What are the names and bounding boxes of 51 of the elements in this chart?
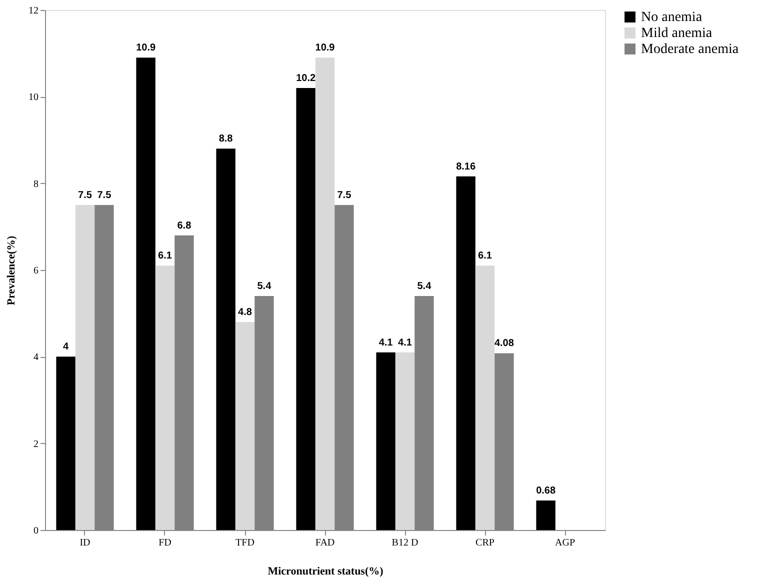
data-label: 6.1: [158, 250, 172, 262]
bar: [75, 205, 95, 530]
x-axis-title: Micronutrient status(%): [268, 566, 384, 578]
data-label: 5.4: [257, 281, 272, 292]
data-label: 4.1: [378, 337, 394, 348]
bar: [456, 176, 476, 530]
data-label: 4.1: [398, 337, 412, 348]
bar: [475, 266, 495, 530]
x-tick-label: B12 D: [392, 538, 418, 548]
y-tick-label: 4: [34, 352, 38, 364]
x-tick-label: FD: [158, 538, 172, 548]
y-tick-label: 2: [34, 438, 38, 450]
bar: [376, 352, 396, 530]
bar: [296, 88, 316, 530]
data-label: 8.16: [456, 161, 476, 172]
x-tick-label: FAD: [315, 538, 335, 548]
y-axis-title: Prevalence(%): [6, 235, 18, 306]
legend-label: Mild anemia: [641, 26, 713, 41]
data-label: 7.5: [337, 190, 352, 201]
data-label: 10.9: [136, 42, 156, 54]
y-tick-label: 8: [34, 178, 38, 190]
x-tick-label: AGP: [554, 538, 576, 548]
data-label: 7.5: [78, 190, 92, 201]
data-label: 6.1: [478, 250, 492, 262]
bar: [235, 322, 255, 530]
bar: [536, 500, 556, 530]
bar: [216, 148, 236, 530]
legend-label: No anemia: [641, 10, 703, 25]
y-tick-label: 0: [34, 526, 38, 536]
bar: [315, 58, 335, 530]
x-tick-label: TFD: [236, 538, 254, 548]
data-label: 6.8: [177, 220, 192, 232]
data-label: 4.8: [238, 307, 252, 318]
bar: [155, 266, 175, 530]
data-label: 10.2: [296, 73, 316, 84]
data-label: 10.9: [315, 42, 336, 54]
legend-label: Moderate anemia: [641, 42, 740, 57]
y-tick-label: 12: [28, 6, 38, 16]
x-tick-label: CRP: [476, 538, 495, 548]
data-label: 8.8: [218, 134, 234, 145]
bar: [56, 356, 76, 530]
data-label: 7.5: [97, 190, 112, 201]
bar: [395, 352, 415, 530]
data-label: 0.68: [536, 486, 556, 497]
y-tick-label: 6: [34, 266, 38, 276]
data-label: 4.08: [494, 338, 514, 350]
data-label: 4: [63, 342, 70, 353]
data-label: 5.4: [417, 281, 432, 292]
bar: [136, 58, 156, 530]
x-tick-label: ID: [80, 538, 90, 548]
y-tick-label: 10: [28, 92, 38, 104]
